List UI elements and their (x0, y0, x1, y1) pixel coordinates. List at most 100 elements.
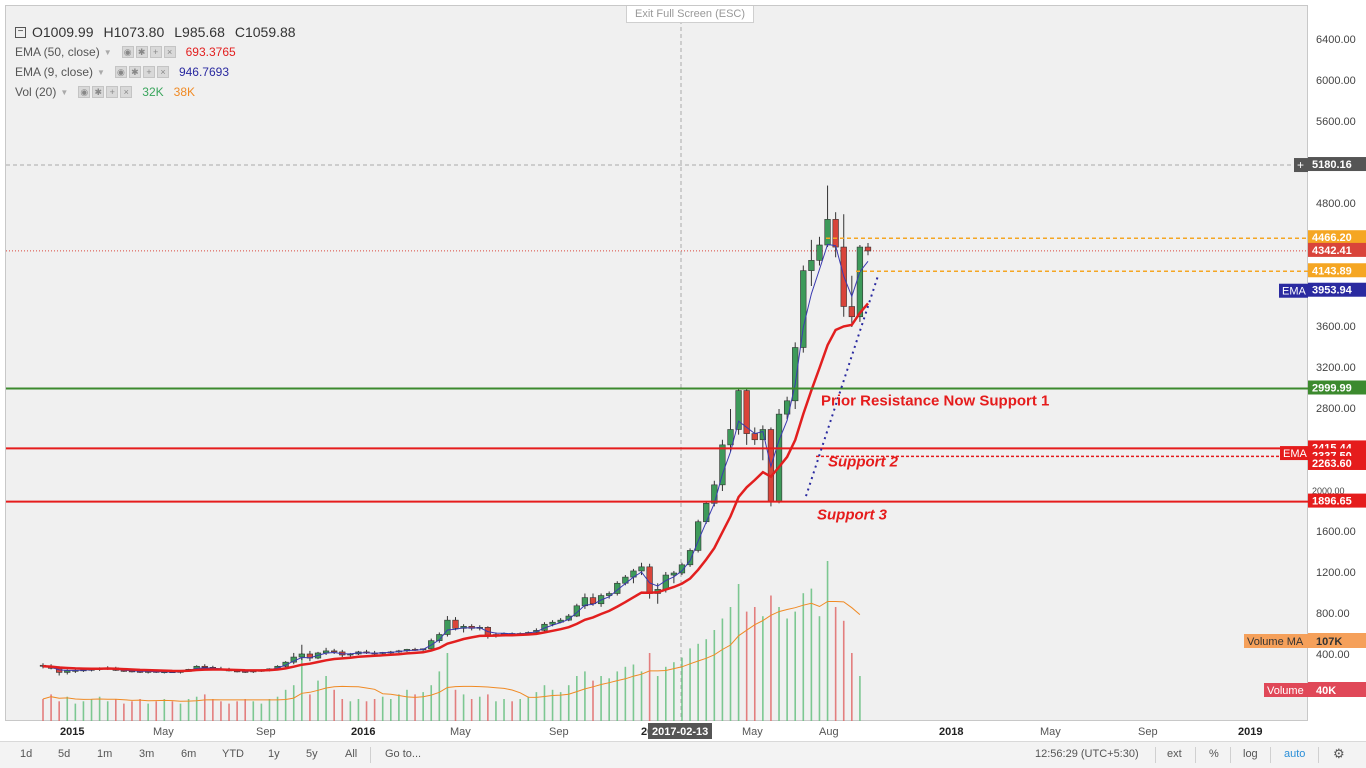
indicator-volume[interactable]: Vol (20) ▼ ◉ ✱ + × 32K 38K (15, 82, 306, 102)
volume-bar (406, 689, 408, 722)
plus-icon[interactable]: + (142, 66, 155, 78)
volume-bar (365, 701, 368, 722)
range-1y[interactable]: 1y (268, 748, 280, 760)
gear-icon[interactable]: ✱ (135, 46, 148, 58)
close-icon[interactable]: × (163, 46, 176, 58)
candle-body (64, 670, 71, 673)
indicator-ema9[interactable]: EMA (9, close) ▼ ◉ ✱ + × 946.7693 (15, 62, 306, 82)
separator (1270, 747, 1271, 763)
candle-body (565, 615, 572, 621)
caret-down-icon[interactable]: ▼ (103, 47, 112, 57)
volume-ma-value: 107K (1316, 636, 1342, 648)
percent-toggle[interactable]: % (1209, 748, 1219, 760)
volume-bar (381, 696, 384, 722)
price-tick-label: 1600.00 (1316, 526, 1356, 538)
volume-bar (624, 666, 627, 722)
volume-bar (842, 620, 845, 722)
volume-bar (478, 696, 481, 722)
annotation-support-3: Support 3 (817, 507, 888, 524)
volume-bar (551, 689, 554, 722)
volume-bar (106, 701, 109, 722)
caret-down-icon[interactable]: ▼ (97, 67, 105, 77)
indicator-ema50[interactable]: EMA (50, close) ▼ ◉ ✱ + × 693.3765 (15, 42, 306, 62)
range-6m[interactable]: 6m (181, 748, 197, 760)
volume-bar (179, 703, 182, 722)
eye-icon[interactable]: ◉ (78, 86, 91, 98)
price-chart[interactable]: Prior Resistance Now Support 1 Support 2 S… (6, 6, 1309, 722)
low-key: L (174, 24, 183, 40)
partial-tick-label: 2000.00 (1312, 486, 1345, 496)
indicator-volume-label: Vol (20) (15, 85, 57, 99)
volume-bar (608, 678, 610, 722)
eye-icon[interactable]: ◉ (121, 46, 134, 58)
price-tick-label: 3200.00 (1316, 362, 1356, 374)
price-axis[interactable]: 400.00 800.00 1200.00 1600.00 2800.00 3200.00… (1308, 5, 1366, 721)
plus-icon[interactable]: + (149, 46, 162, 58)
volume-bar (705, 639, 708, 722)
time-tick-label: 2018 (939, 726, 963, 738)
price-tick-label: 6000.00 (1316, 75, 1356, 87)
volume-tag-bg (1264, 683, 1309, 697)
bottom-toolbar: 1d 5d 1m 3m 6m YTD 1y 5y All Go to... 12… (0, 741, 1366, 768)
range-5y[interactable]: 5y (306, 748, 318, 760)
range-1d[interactable]: 1d (20, 748, 33, 760)
range-1m[interactable]: 1m (97, 748, 113, 760)
volume-bar (414, 694, 416, 722)
volume-bar (826, 561, 829, 722)
candle-body (678, 564, 686, 574)
ema-tag-bg (1279, 283, 1309, 298)
ema9-line (42, 243, 869, 673)
candle-body (298, 653, 305, 658)
gear-icon[interactable]: ✱ (92, 86, 105, 98)
support-3-label: 1896.65 (1312, 496, 1352, 508)
plus-icon[interactable]: + (106, 86, 119, 98)
settings-gear-icon[interactable]: ⚙ (1333, 746, 1345, 761)
ema-tag: EMA (1282, 286, 1307, 298)
candle-body (573, 605, 580, 617)
volume-bar (794, 611, 797, 722)
high-key: H (103, 24, 114, 40)
close-icon[interactable]: × (156, 66, 169, 78)
candle-body (864, 246, 872, 252)
range-5d[interactable]: 5d (58, 748, 71, 760)
volume-bar (737, 584, 740, 722)
caret-down-icon[interactable]: ▼ (60, 87, 69, 97)
chart-area[interactable]: Prior Resistance Now Support 1 Support 2 S… (5, 5, 1309, 722)
time-tick-label: 2019 (1238, 726, 1262, 738)
candle-body (549, 621, 556, 625)
gear-icon[interactable]: ✱ (128, 66, 141, 78)
candle-body (711, 484, 718, 504)
volume-bar (276, 696, 279, 722)
price-tick-label: 1200.00 (1316, 567, 1356, 579)
ohlc-row: − O 1009.99 H 1073.80 L 985.68 C 1059.88 (15, 22, 306, 42)
range-3m[interactable]: 3m (139, 748, 155, 760)
price-tick-label: 3600.00 (1316, 321, 1356, 333)
log-toggle[interactable]: log (1243, 748, 1258, 760)
range-ytd[interactable]: YTD (222, 748, 244, 760)
volume-bar (673, 662, 675, 722)
candle-body (808, 260, 815, 271)
candle-body (436, 634, 443, 641)
volume-bar (260, 703, 263, 722)
volume-bar (398, 694, 400, 722)
time-axis-svg: 2015 May Sep 2016 May Sep 20 May Aug 2018 May Sep 20… (60, 723, 1262, 739)
range-all[interactable]: All (345, 748, 358, 760)
candle-body (848, 306, 855, 318)
goto-button[interactable]: Go to... (385, 748, 422, 760)
time-axis[interactable]: 2015 May Sep 2016 May Sep 20 May Aug 2018 May Sep 20… (5, 721, 1308, 741)
volume-bar (438, 671, 441, 722)
exit-fullscreen-button[interactable]: Exit Full Screen (ESC) (626, 6, 754, 23)
auto-toggle[interactable]: auto (1284, 748, 1306, 760)
separator (1195, 747, 1196, 763)
time-tick-label: May (742, 726, 763, 738)
price-tick-label: 800.00 (1316, 608, 1350, 620)
ext-toggle[interactable]: ext (1167, 748, 1182, 760)
volume-bar (511, 701, 513, 722)
eye-icon[interactable]: ◉ (114, 66, 127, 78)
collapse-icon[interactable]: − (15, 26, 26, 38)
volume-bar (762, 616, 764, 722)
volume-bar (632, 664, 635, 722)
close-icon[interactable]: × (120, 86, 133, 98)
volume-bar (592, 680, 594, 722)
crosshair-time-label: 2017-02-13 (652, 726, 708, 738)
